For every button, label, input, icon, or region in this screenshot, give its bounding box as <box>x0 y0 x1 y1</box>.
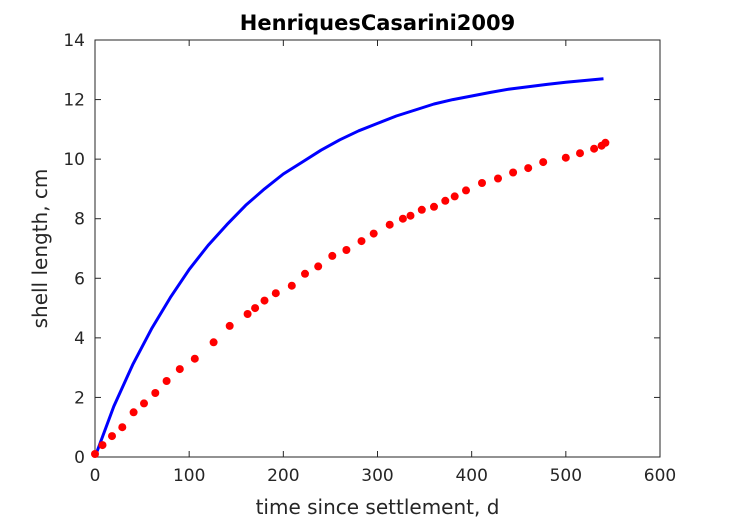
x-tick-label: 600 <box>644 466 676 486</box>
data-point <box>385 220 394 229</box>
data-point <box>357 237 366 246</box>
data-point <box>271 289 280 298</box>
ticks: 0 100 200 300 400 500 600 0 2 4 6 8 10 12 14 <box>63 31 676 486</box>
x-tick-label: 300 <box>361 466 393 486</box>
data-point <box>601 138 610 147</box>
x-tick-label: 200 <box>267 466 299 486</box>
data-point <box>369 229 378 238</box>
data-point <box>441 196 450 205</box>
x-tick-label: 400 <box>455 466 487 486</box>
data-point <box>260 296 269 305</box>
y-tick-label: 8 <box>74 210 85 230</box>
data-point <box>98 441 107 450</box>
y-tick-label: 12 <box>63 91 85 111</box>
data-point <box>342 246 351 254</box>
data-point <box>494 174 502 183</box>
model-curve <box>93 77 604 458</box>
data-point <box>398 214 407 223</box>
data-point <box>450 192 459 201</box>
data-point <box>190 354 199 363</box>
x-axis-label: time since settlement, d <box>256 495 500 519</box>
plot-area <box>94 39 661 458</box>
data-point <box>287 281 296 290</box>
data-point <box>162 377 171 385</box>
data-point <box>91 450 99 458</box>
data-point <box>561 153 570 162</box>
data-point <box>590 144 599 153</box>
x-tick-label: 500 <box>550 466 582 486</box>
y-tick-label: 6 <box>74 269 85 289</box>
y-tick-label: 10 <box>63 150 85 170</box>
series-layer <box>91 77 610 458</box>
data-point <box>406 211 415 220</box>
data-point <box>209 338 218 347</box>
data-point <box>539 158 548 167</box>
data-point <box>576 149 584 158</box>
y-tick-label: 4 <box>74 329 85 349</box>
data-point <box>108 432 116 441</box>
data-point <box>328 251 337 260</box>
x-tick-label: 100 <box>173 466 205 486</box>
data-point <box>140 399 148 408</box>
x-tick-label: 0 <box>90 466 101 486</box>
y-axis-label: shell length, cm <box>28 169 52 329</box>
data-point <box>175 365 184 374</box>
data-point <box>462 186 470 195</box>
data-point <box>129 408 138 417</box>
data-point <box>430 202 438 211</box>
y-tick-label: 0 <box>74 448 85 468</box>
y-tick-label: 14 <box>63 31 85 51</box>
data-point <box>301 269 309 278</box>
data-point <box>417 205 426 214</box>
data-point <box>478 179 486 187</box>
data-point <box>151 389 160 397</box>
data-point <box>524 164 533 173</box>
data-point <box>251 304 260 313</box>
data-point <box>225 321 234 330</box>
data-point <box>509 168 518 177</box>
y-tick-label: 2 <box>74 388 85 408</box>
chart-title: HenriquesCasarini2009 <box>240 11 515 35</box>
data-point <box>118 423 127 432</box>
data-point <box>314 262 323 271</box>
data-point <box>243 310 252 318</box>
axes-box <box>94 39 661 458</box>
